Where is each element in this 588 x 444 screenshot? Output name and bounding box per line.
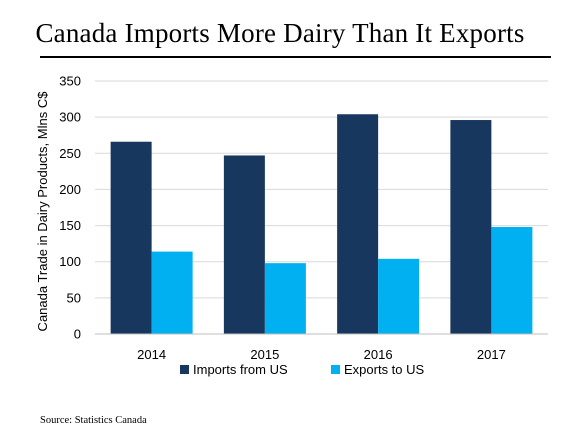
bar-exports-2017 bbox=[491, 227, 533, 334]
bar-imports-2015 bbox=[223, 155, 265, 334]
y-tick-label: 350 bbox=[59, 74, 81, 89]
y-tick-label: 100 bbox=[59, 254, 81, 269]
x-tick-label: 2015 bbox=[250, 347, 279, 362]
bar-exports-2014 bbox=[151, 251, 193, 334]
y-tick-labels: 0 50 100 150 200 250 300 350 bbox=[59, 74, 81, 342]
bar-imports-2016 bbox=[337, 114, 379, 334]
chart-title: Canada Imports More Dairy Than It Export… bbox=[35, 18, 525, 48]
y-tick-label: 50 bbox=[67, 290, 81, 305]
x-tick-label: 2017 bbox=[477, 347, 506, 362]
legend-swatch-exports bbox=[331, 365, 340, 374]
y-axis-label: Canada Trade in Dairy Products, Mlns C$ bbox=[35, 91, 50, 332]
bar-imports-2017 bbox=[450, 120, 492, 334]
legend: Imports from US Exports to US bbox=[180, 362, 425, 377]
x-tick-label: 2014 bbox=[137, 347, 166, 362]
bars bbox=[110, 114, 533, 334]
y-tick-label: 300 bbox=[59, 110, 81, 125]
x-tick-labels: 2014 2015 2016 2017 bbox=[137, 347, 506, 362]
y-tick-label: 250 bbox=[59, 146, 81, 161]
y-tick-label: 0 bbox=[74, 327, 81, 342]
bar-exports-2016 bbox=[378, 258, 420, 334]
legend-label-exports: Exports to US bbox=[344, 362, 425, 377]
bar-imports-2014 bbox=[110, 141, 152, 334]
y-tick-label: 200 bbox=[59, 182, 81, 197]
x-tick-label: 2016 bbox=[364, 347, 393, 362]
y-tick-label: 150 bbox=[59, 218, 81, 233]
legend-label-imports: Imports from US bbox=[193, 362, 288, 377]
source-note: Source: Statistics Canada bbox=[40, 415, 147, 426]
title-underline bbox=[40, 56, 551, 58]
legend-swatch-imports bbox=[180, 365, 189, 374]
bar-exports-2015 bbox=[264, 263, 306, 334]
